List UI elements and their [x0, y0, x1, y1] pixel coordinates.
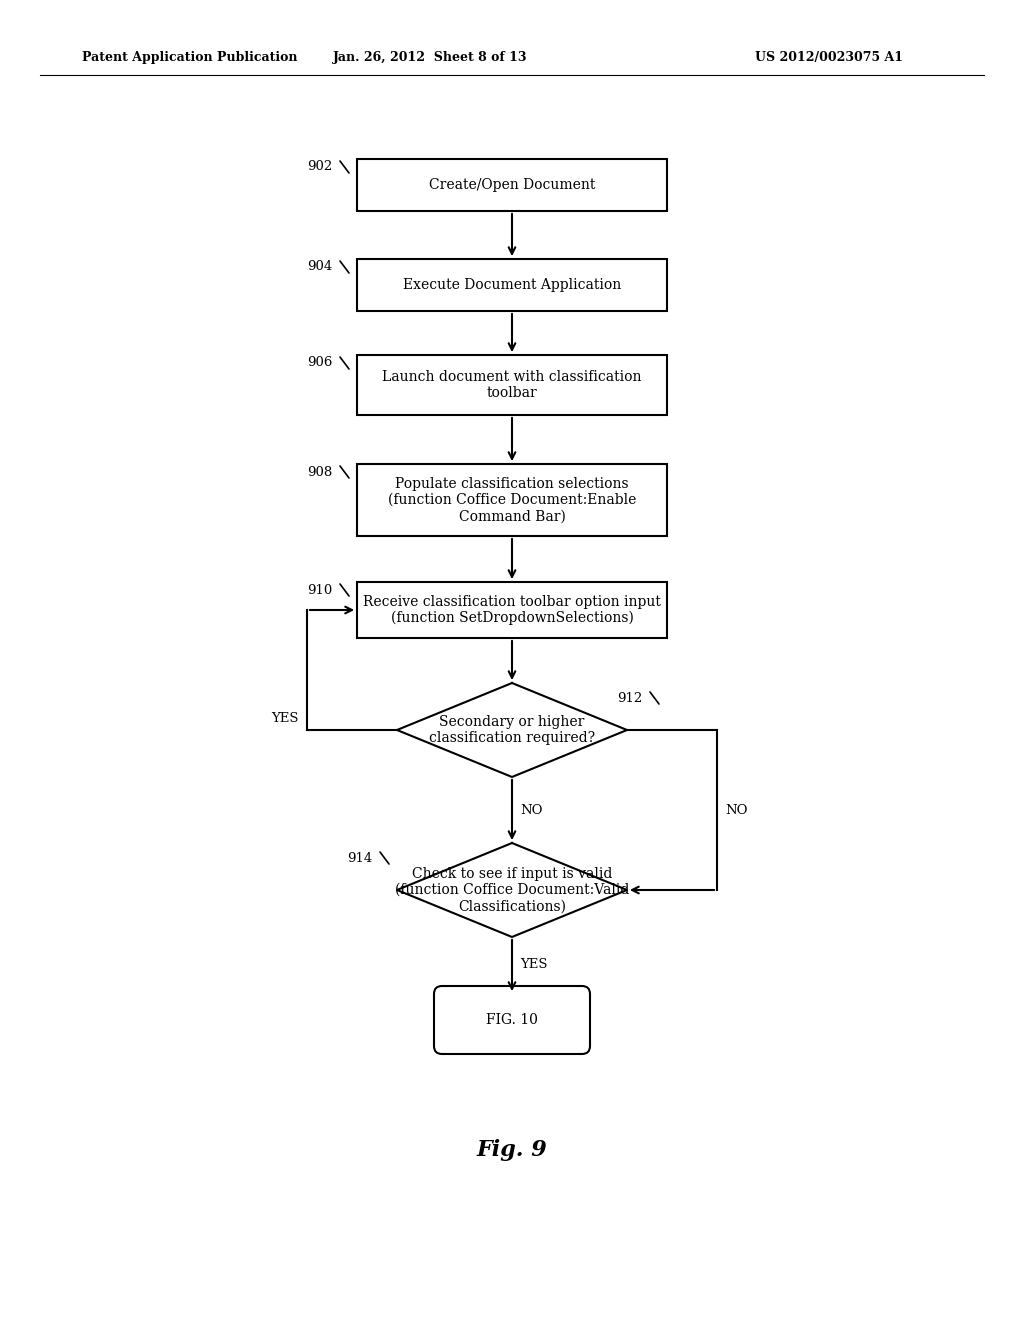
- FancyBboxPatch shape: [434, 986, 590, 1053]
- Text: NO: NO: [520, 804, 543, 817]
- Text: US 2012/0023075 A1: US 2012/0023075 A1: [755, 51, 903, 65]
- Text: Create/Open Document: Create/Open Document: [429, 178, 595, 191]
- Text: YES: YES: [520, 958, 548, 972]
- Polygon shape: [397, 682, 627, 777]
- FancyBboxPatch shape: [357, 355, 667, 414]
- Text: Execute Document Application: Execute Document Application: [402, 279, 622, 292]
- Text: 906: 906: [306, 356, 332, 370]
- Text: 914: 914: [347, 851, 372, 865]
- FancyBboxPatch shape: [357, 465, 667, 536]
- Text: 908: 908: [307, 466, 332, 479]
- Text: 902: 902: [307, 161, 332, 173]
- Text: Launch document with classification
toolbar: Launch document with classification tool…: [382, 370, 642, 400]
- Text: Patent Application Publication: Patent Application Publication: [82, 51, 298, 65]
- Text: Secondary or higher
classification required?: Secondary or higher classification requi…: [429, 715, 595, 744]
- FancyBboxPatch shape: [357, 158, 667, 211]
- Text: 910: 910: [307, 583, 332, 597]
- Text: Receive classification toolbar option input
(function SetDropdownSelections): Receive classification toolbar option in…: [364, 595, 660, 626]
- Text: Jan. 26, 2012  Sheet 8 of 13: Jan. 26, 2012 Sheet 8 of 13: [333, 51, 527, 65]
- Text: Check to see if input is valid
(function Coffice Document:Valid
Classifications): Check to see if input is valid (function…: [395, 867, 629, 913]
- Text: 904: 904: [307, 260, 332, 273]
- FancyBboxPatch shape: [357, 582, 667, 638]
- Text: Populate classification selections
(function Coffice Document:Enable
Command Bar: Populate classification selections (func…: [388, 477, 636, 523]
- Text: FIG. 10: FIG. 10: [486, 1012, 538, 1027]
- Text: NO: NO: [725, 804, 748, 817]
- Text: Fig. 9: Fig. 9: [476, 1139, 548, 1162]
- Text: 912: 912: [616, 692, 642, 705]
- Polygon shape: [397, 843, 627, 937]
- Text: YES: YES: [271, 711, 299, 725]
- FancyBboxPatch shape: [357, 259, 667, 312]
